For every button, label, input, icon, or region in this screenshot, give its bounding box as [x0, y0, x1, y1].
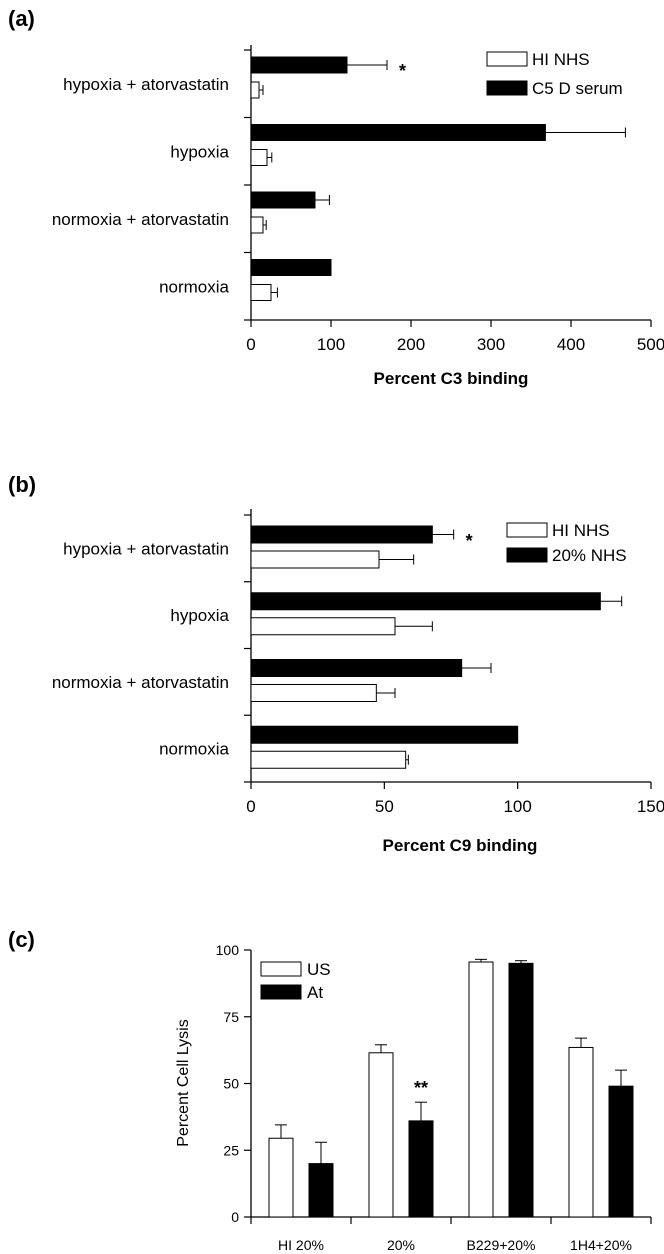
c-y-tick-label-75: 75	[223, 1009, 239, 1025]
panel-b-legend-label-hi-nhs: HI NHS	[552, 521, 610, 540]
b-x-tick-label-100: 100	[503, 797, 531, 816]
b-category-label-hypoxia: hypoxia	[170, 606, 229, 625]
a-category-label-normoxia-atorvastatin: normoxia + atorvastatin	[52, 210, 229, 229]
c-bar-at-hi-20	[308, 1163, 334, 1218]
a-category-label-normoxia: normoxia	[159, 277, 229, 296]
a-x-tick-label-300: 300	[477, 335, 505, 354]
c-y-tick-label-50: 50	[223, 1076, 239, 1092]
a-bar-c5-d-serum-hypoxia	[250, 124, 546, 141]
panel-a-legend-label-c5d-serum: C5 D serum	[532, 79, 623, 98]
a-bar-c5-d-serum-normoxia	[250, 259, 332, 276]
b-bar-20-nhs-normoxia	[250, 725, 519, 744]
b-x-tick-label-0: 0	[246, 797, 255, 816]
b-category-label-normoxia: normoxia	[159, 740, 229, 759]
a-x-tick-label-0: 0	[246, 335, 255, 354]
a-category-label-hypoxia-atorvastatin: hypoxia + atorvastatin	[63, 75, 229, 94]
panel-c-legend-label-at: At	[307, 983, 323, 1002]
panel-b-legend-label-20-nhs: 20% NHS	[552, 546, 627, 565]
c-bar-us-20	[368, 1052, 394, 1218]
panel-b-legend-swatch-hi-nhs	[506, 522, 548, 538]
panel-a-legend-swatch-hi-nhs	[486, 51, 528, 67]
b-significance-marker-0: *	[466, 531, 473, 551]
panel-b-label: (b)	[8, 472, 36, 497]
c-bar-at-1h4-20	[608, 1085, 634, 1218]
c-bar-us-b229-20	[468, 961, 494, 1218]
panel-a-label: (a)	[8, 6, 35, 31]
b-bar-20-nhs-normoxia-atorvastatin	[250, 659, 463, 677]
a-x-tick-label-200: 200	[397, 335, 425, 354]
panel-b-legend: HI NHS 20% NHS	[506, 521, 627, 565]
b-bar-20-nhs-hypoxia-atorvastatin	[250, 525, 433, 544]
b-x-tick-label-150: 150	[637, 797, 664, 816]
a-bar-hi-nhs-normoxia-atorvastatin	[250, 216, 264, 234]
b-x-tick-label-50: 50	[375, 797, 394, 816]
c-significance-marker-0: **	[414, 1078, 428, 1098]
c-y-tick-label-100: 100	[216, 942, 240, 958]
panel-a-legend: HI NHS C5 D serum	[486, 50, 623, 98]
b-category-label-normoxia-atorvastatin: normoxia + atorvastatin	[52, 673, 229, 692]
c-category-label-hi-20: HI 20%	[278, 1237, 324, 1253]
a-significance-marker-0: *	[399, 61, 406, 81]
c-bar-at-b229-20	[508, 962, 534, 1218]
a-bar-hi-nhs-hypoxia-atorvastatin	[250, 81, 260, 99]
panel-a: (a) hypoxia + atorvastatin hypoxia normoxi…	[8, 6, 664, 388]
b-category-label-hypoxia-atorvastatin: hypoxia + atorvastatin	[63, 539, 229, 558]
a-x-tick-label-100: 100	[317, 335, 345, 354]
panel-a-legend-label-hi-nhs: HI NHS	[532, 50, 590, 69]
a-bar-c5-d-serum-hypoxia-atorvastatin	[250, 56, 348, 74]
panel-a-x-axis-title: Percent C3 binding	[374, 369, 529, 388]
panel-c-legend-label-us: US	[307, 960, 331, 979]
c-bar-us-hi-20	[268, 1137, 294, 1218]
c-category-label-20: 20%	[387, 1237, 415, 1253]
panel-c-label: (c)	[8, 927, 35, 952]
a-x-tick-label-400: 400	[557, 335, 585, 354]
c-category-label-b229-20: B229+20%	[467, 1237, 536, 1253]
b-bar-hi-nhs-hypoxia	[250, 617, 396, 636]
panel-c-legend: US At	[260, 960, 331, 1002]
panel-c-legend-swatch-us	[260, 961, 302, 977]
a-category-label-hypoxia: hypoxia	[170, 142, 229, 161]
panel-c-legend-swatch-at	[260, 984, 302, 1000]
panel-b: (b) hypoxia + atorvastatin hypoxia normoxi…	[8, 472, 664, 855]
b-bar-hi-nhs-hypoxia-atorvastatin	[250, 550, 380, 569]
c-category-label-1h4-20: 1H4+20%	[570, 1237, 632, 1253]
a-bar-hi-nhs-hypoxia	[250, 149, 268, 166]
c-bar-at-20	[408, 1120, 434, 1218]
c-y-tick-label-0: 0	[231, 1209, 239, 1225]
b-bar-hi-nhs-normoxia	[250, 750, 407, 769]
panel-c-y-axis-title: Percent Cell Lysis	[175, 1019, 192, 1146]
panel-b-legend-swatch-20-nhs	[506, 547, 548, 563]
b-bar-20-nhs-hypoxia	[250, 592, 601, 611]
a-bar-c5-d-serum-normoxia-atorvastatin	[250, 191, 316, 209]
b-bar-hi-nhs-normoxia-atorvastatin	[250, 684, 377, 702]
a-bar-hi-nhs-normoxia	[250, 284, 272, 301]
panel-b-x-axis-title: Percent C9 binding	[383, 836, 538, 855]
panel-a-legend-swatch-c5d-serum	[486, 80, 528, 96]
c-bar-us-1h4-20	[568, 1046, 594, 1218]
c-y-tick-label-25: 25	[223, 1142, 239, 1158]
a-x-tick-label-500: 500	[637, 335, 664, 354]
